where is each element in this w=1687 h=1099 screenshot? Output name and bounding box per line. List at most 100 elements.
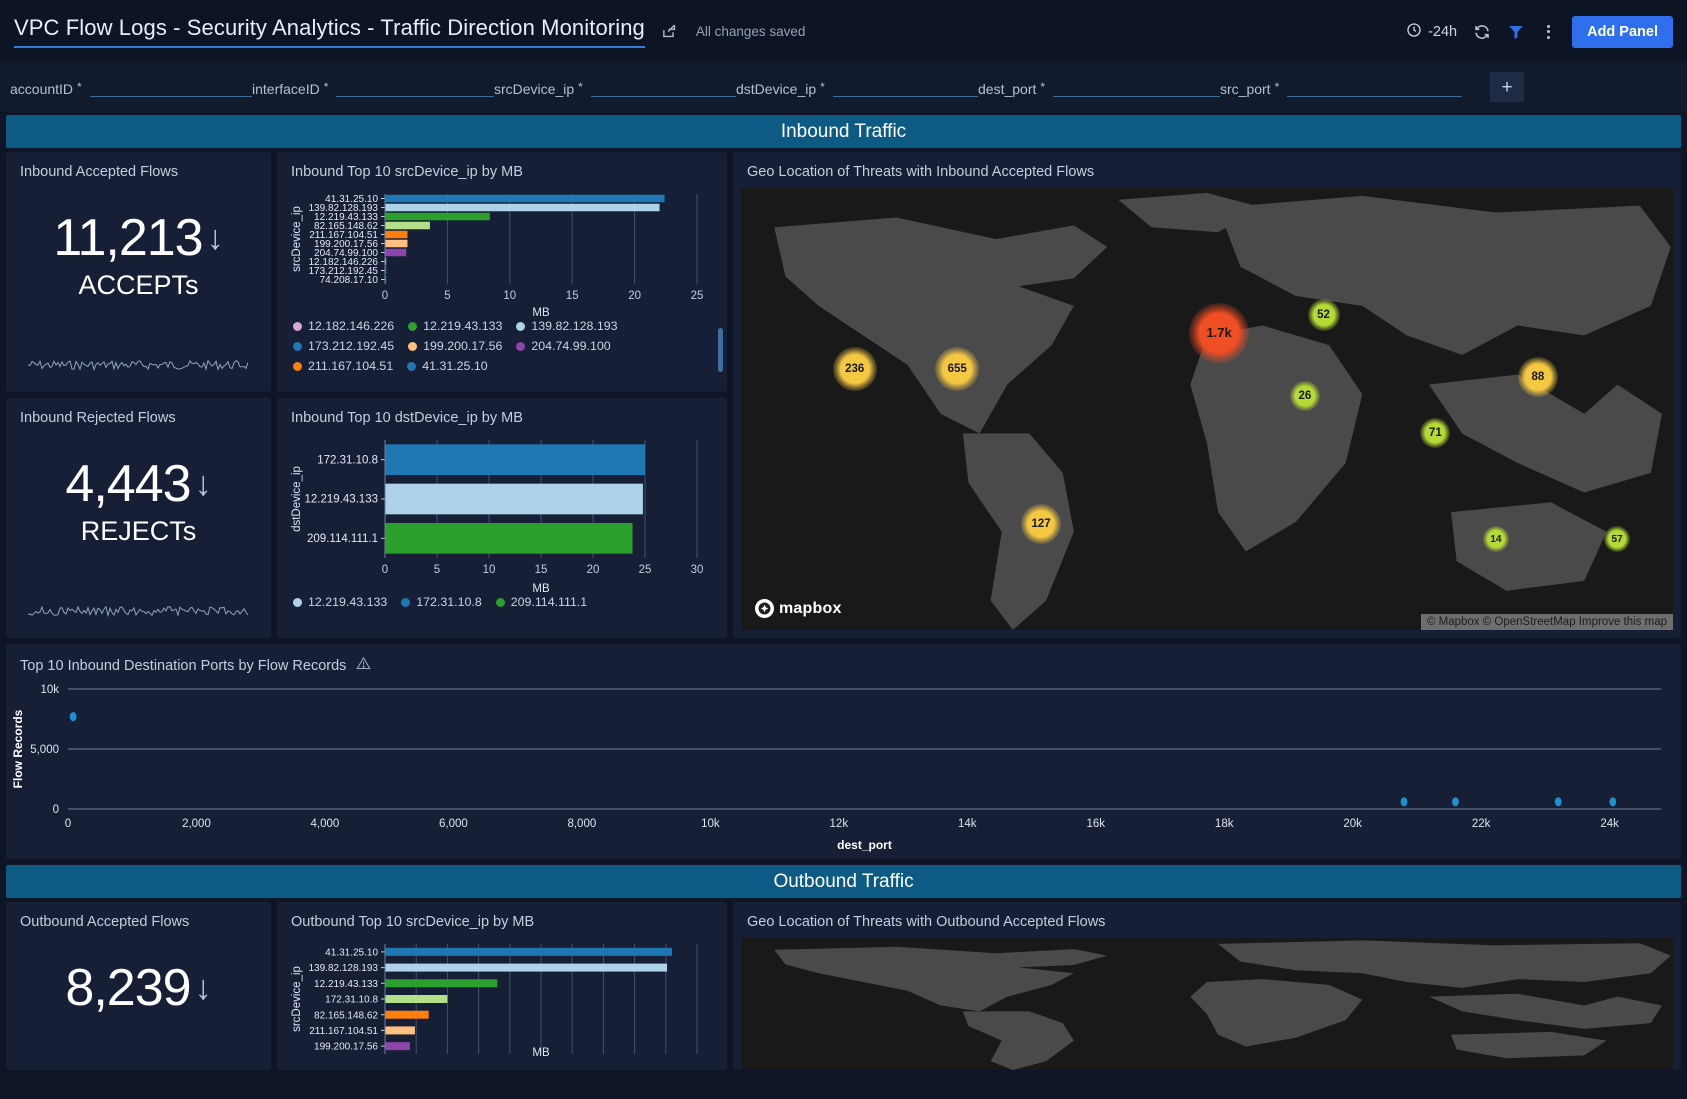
legend-item[interactable]: 41.31.25.10 <box>407 359 488 373</box>
filter-label: interfaceID <box>252 81 320 97</box>
legend-label: 209.114.111.1 <box>510 595 588 609</box>
panel-inbound-rejected-flows: Inbound Rejected Flows 4,443 ↓ REJECTs <box>6 398 271 638</box>
legend-label: 204.74.99.100 <box>531 339 611 353</box>
mapbox-logo[interactable]: mapbox <box>755 599 842 618</box>
src-port-input[interactable] <box>1287 77 1462 97</box>
title-underline <box>14 46 645 48</box>
required-marker: * <box>1274 80 1280 94</box>
svg-text:20: 20 <box>628 290 641 302</box>
svg-text:5,000: 5,000 <box>30 744 59 756</box>
map-marker[interactable]: 14 <box>1482 526 1509 553</box>
page-title[interactable]: VPC Flow Logs - Security Analytics - Tra… <box>14 15 645 40</box>
legend-item[interactable]: 199.200.17.56 <box>408 339 502 353</box>
legend-color-dot <box>407 361 417 371</box>
map-marker[interactable]: 71 <box>1420 418 1451 449</box>
map-marker[interactable]: 655 <box>935 347 980 392</box>
required-marker: * <box>578 80 583 94</box>
svg-text:25: 25 <box>639 564 652 576</box>
svg-text:dstDevice_ip: dstDevice_ip <box>291 466 303 532</box>
dstdevice-ip-input[interactable] <box>832 77 978 97</box>
world-map <box>774 940 1671 1070</box>
legend-item[interactable]: 204.74.99.100 <box>516 339 611 353</box>
map-marker[interactable]: 88 <box>1517 357 1558 398</box>
svg-text:2,000: 2,000 <box>182 818 211 830</box>
map-marker[interactable]: 1.7k <box>1189 302 1250 363</box>
panel-outbound-accepted-flows: Outbound Accepted Flows 8,239 ↓ <box>6 902 271 1070</box>
required-marker: * <box>820 80 825 94</box>
trend-down-icon: ↓ <box>206 218 224 257</box>
legend-item[interactable]: 173.212.192.45 <box>293 339 394 353</box>
legend-item[interactable]: 172.31.10.8 <box>401 595 482 609</box>
share-icon[interactable] <box>661 23 678 40</box>
map-marker[interactable]: 57 <box>1604 526 1631 553</box>
svg-text:15: 15 <box>566 290 579 302</box>
svg-text:16k: 16k <box>1086 818 1105 830</box>
filter-bar: accountID * interfaceID * srcDevice_ip *… <box>0 63 1687 111</box>
svg-text:14k: 14k <box>958 818 977 830</box>
map-marker[interactable]: 52 <box>1307 299 1340 332</box>
legend-color-dot <box>401 597 411 607</box>
panel-inbound-top-src: Inbound Top 10 srcDevice_ip by MB 0 5 10 15… <box>277 152 727 392</box>
legend-item[interactable]: 12.219.43.133 <box>293 595 387 609</box>
accountid-input[interactable] <box>89 77 252 97</box>
svg-text:172.31.10.8: 172.31.10.8 <box>317 454 378 466</box>
funnel-icon[interactable] <box>1507 23 1525 41</box>
mapbox-logo-text: mapbox <box>779 599 842 617</box>
legend-item[interactable]: 211.167.104.51 <box>293 359 393 373</box>
panel-outbound-top-src: Outbound Top 10 srcDevice_ip by MB 41.31… <box>277 902 727 1070</box>
svg-text:173.212.192.45: 173.212.192.45 <box>308 266 378 277</box>
svg-text:211.167.104.51: 211.167.104.51 <box>309 1026 378 1037</box>
srcdevice-ip-input[interactable] <box>590 77 736 97</box>
svg-text:172.31.10.8: 172.31.10.8 <box>325 995 378 1006</box>
legend-item[interactable]: 209.114.111.1 <box>495 595 588 609</box>
svg-text:0: 0 <box>65 818 71 830</box>
metric-display: 8,239 ↓ <box>6 958 271 1018</box>
svg-text:0: 0 <box>53 804 59 816</box>
map-canvas[interactable]: mapbox © Mapbox © OpenStreetMap Improve … <box>741 188 1673 630</box>
add-panel-button[interactable]: Add Panel <box>1572 15 1673 48</box>
interfaceid-input[interactable] <box>336 77 494 97</box>
legend-color-dot <box>516 321 526 331</box>
dest-port-input[interactable] <box>1053 77 1220 97</box>
map-marker[interactable]: 127 <box>1021 503 1062 544</box>
svg-text:12.219.43.133: 12.219.43.133 <box>304 494 378 506</box>
panel-title: Geo Location of Threats with Inbound Acc… <box>747 164 1095 180</box>
chart-outbound-src: 41.31.25.10 139.82.128.193 12.219.43.133 17… <box>277 930 727 1063</box>
legend-item[interactable]: 139.82.128.193 <box>516 319 618 333</box>
map-marker[interactable]: 26 <box>1289 380 1320 411</box>
svg-text:18k: 18k <box>1215 818 1234 830</box>
svg-text:MB: MB <box>532 1047 550 1058</box>
mapbox-mark-icon <box>755 599 774 618</box>
filter-label: accountID <box>10 81 74 97</box>
metric-value: 11,213 <box>53 209 203 267</box>
svg-text:4,000: 4,000 <box>311 818 340 830</box>
add-filter-button[interactable]: + <box>1490 72 1524 102</box>
svg-text:10: 10 <box>483 564 496 576</box>
refresh-icon[interactable] <box>1473 23 1491 41</box>
svg-text:8,000: 8,000 <box>567 818 596 830</box>
legend-item[interactable]: 12.182.146.226 <box>293 319 394 333</box>
legend-label: 12.182.146.226 <box>308 319 395 333</box>
filter-label: srcDevice_ip <box>494 81 575 97</box>
map-canvas-outbound[interactable] <box>741 938 1673 1070</box>
scatter-chart-svg: 0 5,000 10k 0 2,000 4,000 6,000 8,000 10k 12k 14k 1… <box>11 684 1661 852</box>
svg-text:10k: 10k <box>701 818 720 830</box>
warning-icon[interactable] <box>356 656 372 675</box>
panel-scrollbar[interactable] <box>718 328 723 372</box>
svg-text:24k: 24k <box>1600 818 1619 830</box>
svg-text:MB: MB <box>532 583 550 594</box>
legend-color-dot <box>408 321 418 331</box>
map-attribution[interactable]: © Mapbox © OpenStreetMap Improve this ma… <box>1420 614 1673 630</box>
metric-unit: ACCEPTs <box>78 270 199 300</box>
svg-text:5: 5 <box>444 290 450 302</box>
svg-text:20k: 20k <box>1343 818 1362 830</box>
svg-text:199.200.17.56: 199.200.17.56 <box>314 239 378 250</box>
legend-item[interactable]: 12.219.43.133 <box>408 319 502 333</box>
kebab-menu-icon[interactable] <box>1541 23 1556 41</box>
dashboard-title-wrap[interactable]: VPC Flow Logs - Security Analytics - Tra… <box>14 15 645 48</box>
legend-label: 199.200.17.56 <box>423 339 503 353</box>
svg-text:15: 15 <box>535 564 548 576</box>
map-marker[interactable]: 236 <box>832 347 877 392</box>
time-range-picker[interactable]: -24h <box>1406 22 1457 42</box>
legend-color-dot <box>293 361 302 371</box>
